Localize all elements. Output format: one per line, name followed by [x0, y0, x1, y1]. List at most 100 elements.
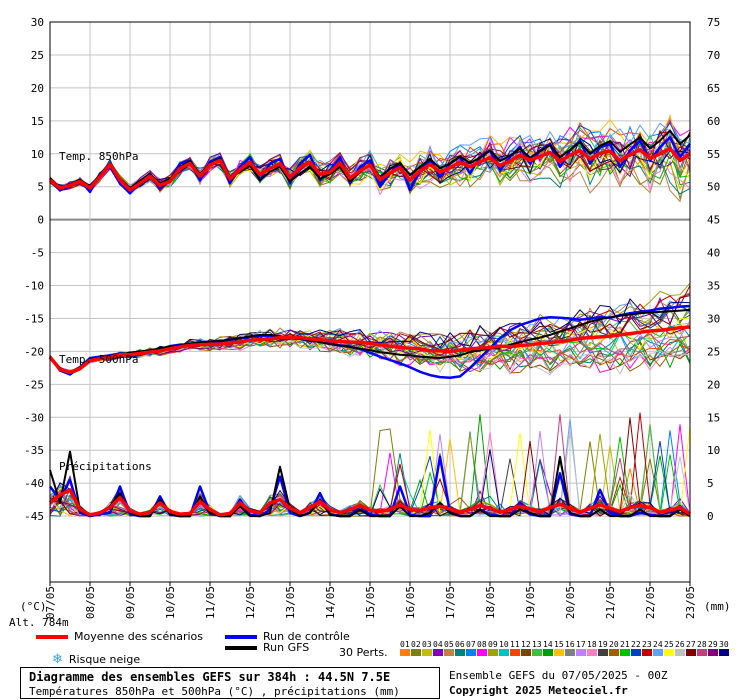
perturbation-number: 16	[565, 640, 575, 649]
legend-control: Run de contrôle	[225, 630, 350, 643]
date-tick-label: 21/05	[604, 586, 617, 619]
legend-gfs: Run GFS	[225, 641, 309, 654]
left-tick-label: -35	[24, 444, 44, 457]
perturbation-swatch	[477, 649, 487, 656]
legend-snow: ❄ Risque neige	[52, 652, 140, 667]
left-tick-label: 5	[37, 181, 44, 194]
perturbation-number: 20	[609, 640, 619, 649]
perturbation-swatch	[444, 649, 454, 656]
left-tick-label: -10	[24, 280, 44, 293]
date-tick-label: 22/05	[644, 586, 657, 619]
perturbation-swatch	[455, 649, 465, 656]
left-tick-label: -15	[24, 312, 44, 325]
perturbation-legend: 0102030405060708091011121314151617181920…	[400, 640, 730, 658]
date-axis-ticks: 07/05 08/05 09/05 10/05 11/05 12/05 13/05 14/05…	[44, 586, 697, 619]
perturbation-swatch	[664, 649, 674, 656]
perturbation-swatch	[587, 649, 597, 656]
perturbation-number: 12	[521, 640, 531, 649]
mean-precip-line	[48, 488, 691, 517]
perturbation-swatch	[499, 649, 509, 656]
mean-t500-line	[48, 325, 691, 375]
date-tick-label: 14/05	[324, 586, 337, 619]
date-tick-label: 19/05	[524, 586, 537, 619]
right-tick-label: 5	[707, 477, 714, 490]
perturbation-swatch	[598, 649, 608, 656]
perturbation-swatch	[466, 649, 476, 656]
altitude-label: Alt. 784m	[9, 616, 69, 629]
right-tick-label: 45	[707, 214, 720, 227]
perturbation-number: 18	[587, 640, 597, 649]
left-tick-label: 10	[31, 148, 44, 161]
left-tick-label: -45	[24, 510, 44, 523]
footer-title: Diagramme des ensembles GEFS sur 384h : …	[29, 670, 391, 684]
perturbation-swatches	[400, 649, 730, 658]
perturbation-swatch	[565, 649, 575, 656]
perturbation-number: 11	[510, 640, 520, 649]
left-tick-label: -20	[24, 345, 44, 358]
perturbation-number: 26	[675, 640, 685, 649]
date-tick-label: 23/05	[684, 586, 697, 619]
legend-gfs-swatch	[225, 646, 257, 650]
right-tick-label: 50	[707, 181, 720, 194]
perturbation-number: 15	[554, 640, 564, 649]
date-tick-label: 18/05	[484, 586, 497, 619]
perturbation-swatch	[411, 649, 421, 656]
perturbation-number: 07	[466, 640, 476, 649]
perturbation-number: 03	[422, 640, 432, 649]
perturbation-number: 22	[631, 640, 641, 649]
footer-title-box: Diagramme des ensembles GEFS sur 384h : …	[20, 667, 440, 699]
perturbation-number: 19	[598, 640, 608, 649]
perturbation-swatch	[422, 649, 432, 656]
t500-annotation: Temp. 500hPa	[59, 353, 138, 366]
perturbation-numbers: 0102030405060708091011121314151617181920…	[400, 640, 730, 649]
perturbation-number: 09	[488, 640, 498, 649]
perturbation-number: 21	[620, 640, 630, 649]
perturbation-number: 10	[499, 640, 509, 649]
right-tick-label: 35	[707, 280, 720, 293]
perturbation-number: 17	[576, 640, 586, 649]
perturbation-swatch	[400, 649, 410, 656]
date-tick-label: 16/05	[404, 586, 417, 619]
left-tick-label: 0	[37, 214, 44, 227]
date-tick-label: 09/05	[124, 586, 137, 619]
perturbation-swatch	[521, 649, 531, 656]
footer-subtitle: Températures 850hPa et 500hPa (°C) , pré…	[29, 685, 400, 698]
right-tick-label: 40	[707, 247, 720, 260]
perturbation-number: 28	[697, 640, 707, 649]
perturbation-swatch	[488, 649, 498, 656]
snowflake-icon: ❄	[52, 652, 63, 667]
gfs-t500-line	[49, 308, 691, 375]
perturbation-number: 01	[400, 640, 410, 649]
right-tick-label: 20	[707, 378, 720, 391]
legend-control-label: Run de contrôle	[263, 630, 350, 643]
left-tick-label: -25	[24, 378, 44, 391]
left-tick-label: 15	[31, 115, 44, 128]
date-tick-label: 11/05	[204, 586, 217, 619]
perturbation-number: 14	[543, 640, 553, 649]
t850-annotation: Temp. 850hPa	[59, 150, 138, 163]
right-tick-label: 65	[707, 82, 720, 95]
perturbation-number: 04	[433, 640, 443, 649]
right-tick-label: 0	[707, 510, 714, 523]
mean-t850-line	[48, 146, 691, 192]
right-tick-label: 30	[707, 312, 720, 325]
right-tick-label: 25	[707, 345, 720, 358]
right-tick-label: 75	[707, 16, 720, 29]
right-tick-label: 10	[707, 444, 720, 457]
perturbation-swatch	[609, 649, 619, 656]
perturbation-number: 27	[686, 640, 696, 649]
legend-perts: 30 Perts.	[339, 646, 388, 659]
perturbation-number: 06	[455, 640, 465, 649]
ensemble-info: Ensemble GEFS du 07/05/2025 - 00Z	[449, 669, 668, 682]
date-tick-label: 10/05	[164, 586, 177, 619]
date-tick-label: 07/05	[44, 586, 57, 619]
perturbation-swatch	[708, 649, 718, 656]
perturbation-number: 02	[411, 640, 421, 649]
perturbation-swatch	[642, 649, 652, 656]
legend-mean-swatch	[36, 635, 68, 639]
perturbation-swatch	[510, 649, 520, 656]
perturbation-swatch	[686, 649, 696, 656]
copyright: Copyright 2025 Meteociel.fr	[449, 684, 628, 697]
right-tick-label: 70	[707, 49, 720, 62]
